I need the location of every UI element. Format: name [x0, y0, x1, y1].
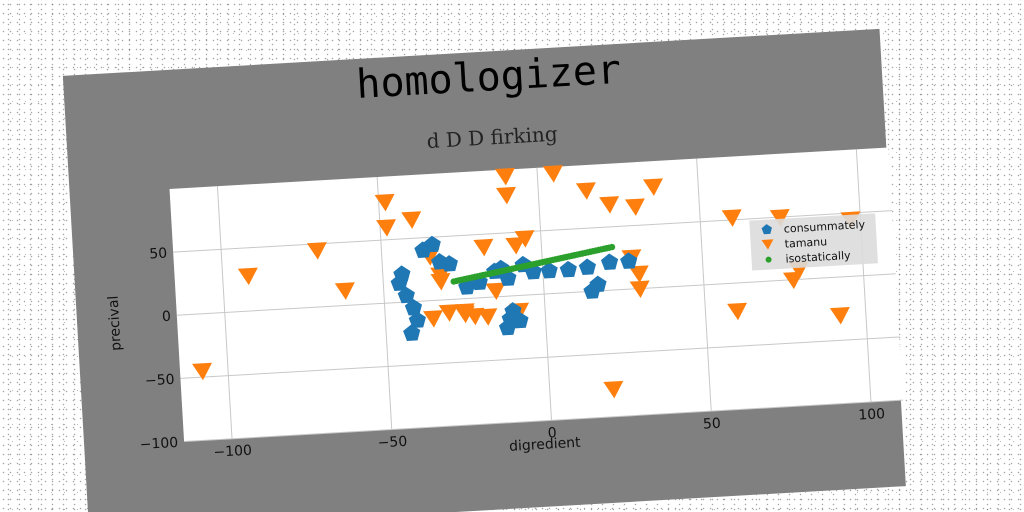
y-grid-line — [176, 273, 896, 316]
tamanu-point — [629, 280, 650, 299]
legend-marker-consummately — [761, 224, 772, 235]
tamanu-point — [505, 236, 526, 255]
tamanu-point — [422, 310, 443, 328]
consummately-point — [578, 258, 596, 276]
tamanu-point — [374, 193, 395, 212]
tamanu-point — [306, 242, 327, 260]
tamanu-point — [575, 182, 596, 200]
tamanu-point — [438, 304, 459, 322]
tamanu-point — [628, 265, 649, 283]
legend-marker-tamanu — [761, 239, 774, 250]
x-tick-labels: −100 −50 0 50 100 — [213, 406, 885, 461]
consummately-point — [540, 261, 558, 279]
consummately-point — [397, 286, 415, 304]
tamanu-point — [376, 219, 397, 237]
y-tick-label: −50 — [145, 372, 175, 390]
tamanu-point — [454, 303, 475, 321]
isostatically-point — [608, 243, 616, 251]
tamanu-point — [599, 196, 620, 214]
consummately-point — [440, 255, 458, 272]
consummately-point — [498, 318, 517, 336]
y-tick-label: 0 — [162, 309, 172, 325]
legend-label-tamanu: tamanu — [784, 235, 827, 250]
tamanu-point — [430, 272, 451, 291]
legend: consummately tamanu isostatically — [749, 213, 878, 271]
tamanu-point — [603, 380, 624, 399]
tamanu-point — [514, 230, 535, 248]
x-tick-label: 100 — [858, 406, 886, 424]
series-tamanu — [192, 165, 861, 399]
tamanu-point — [464, 307, 485, 326]
y-tick-label: −100 — [139, 435, 178, 453]
consummately-point — [620, 252, 638, 269]
tamanu-point — [192, 362, 212, 381]
grid-lines — [173, 149, 903, 443]
tamanu-point — [401, 211, 422, 229]
consummately-point — [511, 311, 529, 329]
consummately-point — [423, 235, 441, 253]
consummately-point — [559, 260, 577, 278]
tamanu-point — [769, 209, 790, 227]
legend-box — [749, 213, 878, 271]
tamanu-point — [721, 209, 742, 227]
tamanu-point — [624, 198, 645, 216]
consummately-point — [403, 324, 421, 341]
x-tick-label: −50 — [377, 434, 407, 452]
consummately-point — [408, 311, 426, 328]
y-grid-line — [180, 336, 900, 379]
tamanu-point — [829, 306, 850, 325]
consummately-point — [404, 298, 423, 316]
legend-marker-isostatically — [765, 256, 772, 263]
x-tick-label: 0 — [547, 425, 557, 441]
tamanu-point — [496, 186, 516, 205]
y-tick-labels: −100 −50 0 50 — [139, 245, 178, 453]
tamanu-point — [494, 167, 515, 186]
consummately-point — [600, 253, 619, 271]
series-isostatically — [450, 243, 616, 285]
series-consummately — [390, 235, 638, 341]
y-axis-label: precival — [106, 295, 125, 351]
legend-label-consummately: consummately — [783, 218, 865, 236]
tamanu-point — [237, 267, 258, 286]
tamanu-point — [727, 302, 748, 321]
consummately-point — [583, 282, 601, 299]
tamanu-point — [334, 282, 355, 300]
consummately-point — [393, 265, 411, 283]
x-tick-label: −100 — [213, 443, 252, 461]
tamanu-point — [473, 238, 494, 257]
x-axis-label: digredient — [509, 435, 582, 455]
tamanu-point — [642, 178, 663, 196]
tamanu-point — [477, 308, 498, 326]
tamanu-point — [542, 165, 563, 183]
legend-label-isostatically: isostatically — [785, 249, 851, 266]
y-tick-label: 50 — [149, 245, 168, 262]
tamanu-point — [485, 282, 506, 300]
tamanu-point — [782, 271, 803, 290]
y-grid-line — [184, 399, 903, 443]
x-tick-label: 50 — [703, 416, 722, 433]
